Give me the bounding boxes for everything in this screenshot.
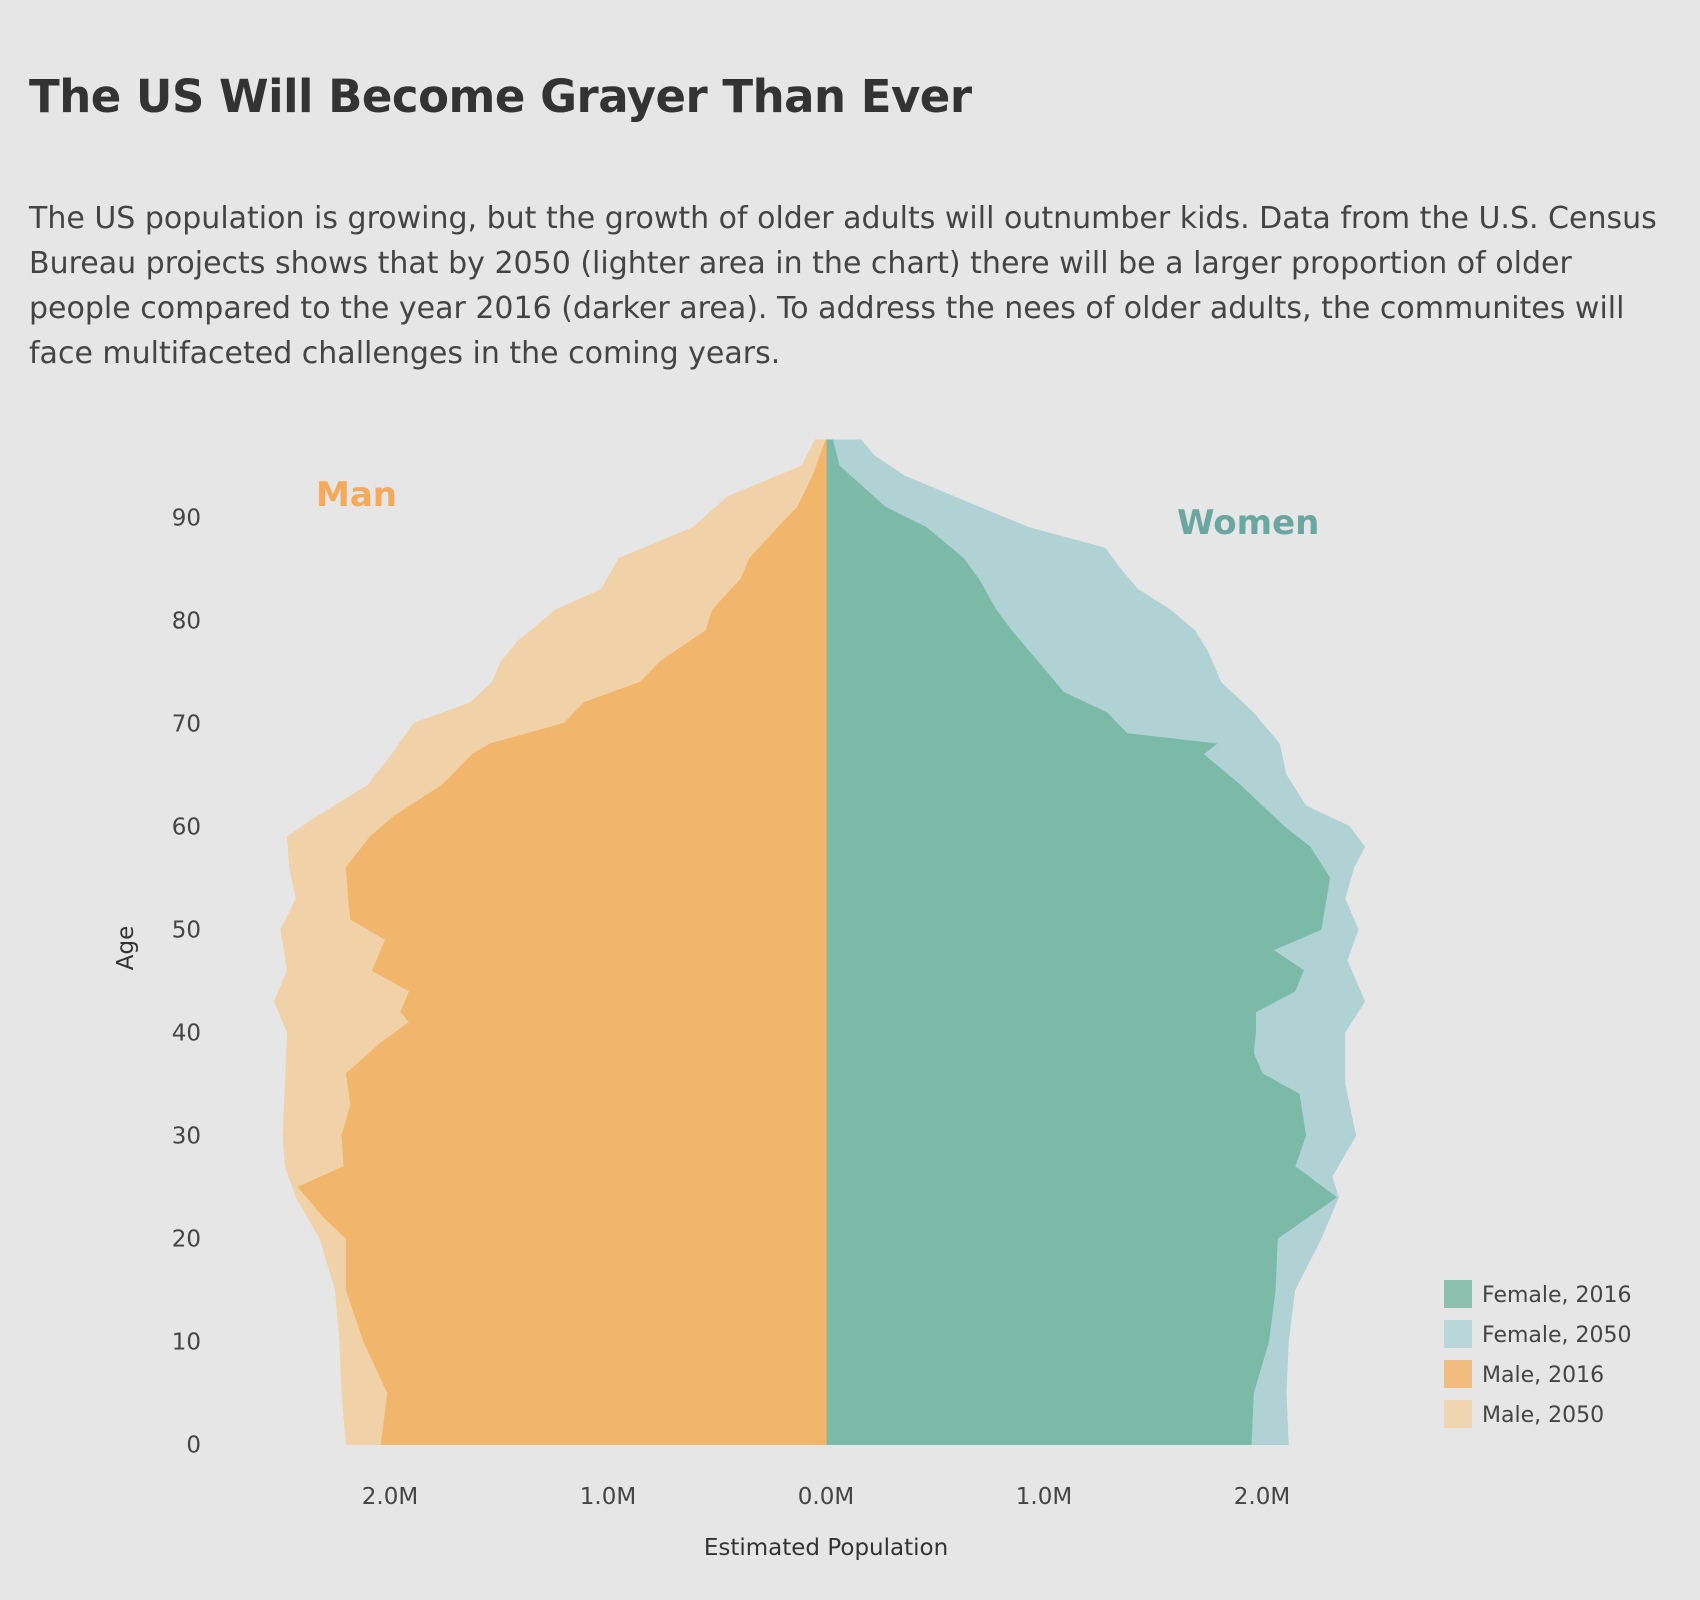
man-label: Man (316, 475, 397, 515)
legend-label: Female, 2050 (1482, 1323, 1632, 1348)
y-axis: 0 10 20 30 40 50 60 70 80 90 (172, 505, 201, 1458)
y-tick-label: 10 (172, 1330, 201, 1356)
y-tick-label: 0 (186, 1433, 201, 1459)
y-tick-label: 60 (172, 814, 201, 840)
x-axis-title: Estimated Population (704, 1535, 948, 1561)
y-tick-label: 20 (172, 1226, 201, 1252)
y-tick-label: 40 (172, 1020, 201, 1046)
y-axis-title: Age (113, 926, 139, 970)
x-tick-label: 1.0M (580, 1484, 636, 1510)
y-tick-label: 70 (172, 711, 201, 737)
area-male-2016 (297, 439, 827, 1446)
legend-swatch (1444, 1400, 1472, 1428)
chart-subtitle: The US population is growing, but the gr… (29, 201, 1657, 371)
women-label: Women (1177, 503, 1319, 543)
x-tick-label: 2.0M (362, 1484, 418, 1510)
legend-swatch (1444, 1320, 1472, 1348)
legend-swatch (1444, 1280, 1472, 1308)
x-axis: 2.0M 1.0M 0.0M 1.0M 2.0M (362, 1484, 1290, 1510)
legend-label: Female, 2016 (1482, 1283, 1632, 1308)
y-tick-label: 90 (172, 505, 201, 531)
chart-title: The US Will Become Grayer Than Ever (29, 70, 972, 123)
y-tick-label: 80 (172, 608, 201, 634)
x-tick-label: 2.0M (1234, 1484, 1290, 1510)
legend-label: Male, 2016 (1482, 1363, 1604, 1388)
legend: Female, 2016 Female, 2050 Male, 2016 Male, … (1444, 1280, 1632, 1428)
x-tick-label: 0.0M (798, 1484, 854, 1510)
area-female-2016 (825, 439, 1337, 1446)
y-tick-label: 30 (172, 1123, 201, 1149)
x-tick-label: 1.0M (1016, 1484, 1072, 1510)
plot-area (273, 439, 1366, 1446)
legend-label: Male, 2050 (1482, 1403, 1604, 1428)
legend-swatch (1444, 1360, 1472, 1388)
y-tick-label: 50 (172, 917, 201, 943)
